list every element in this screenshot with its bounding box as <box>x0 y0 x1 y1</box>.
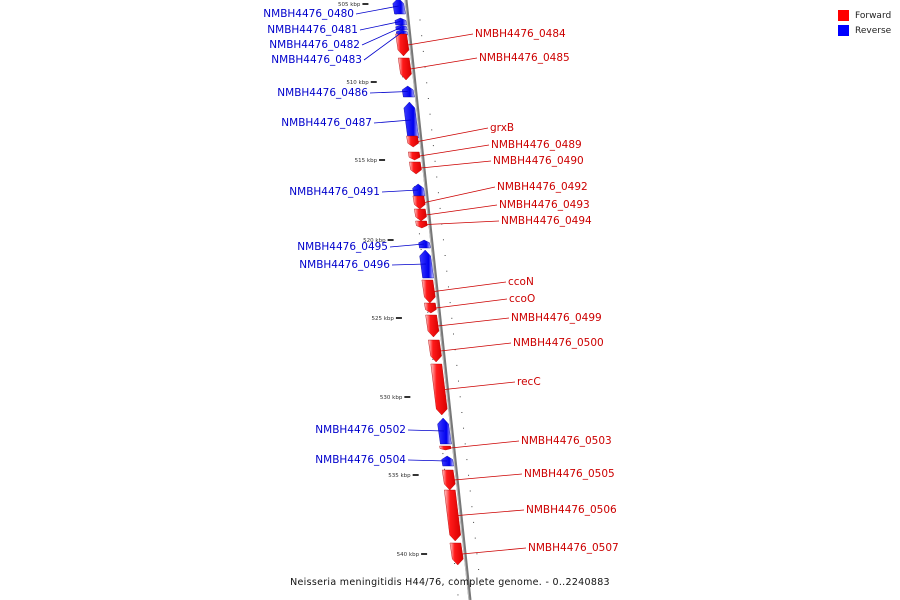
gene-label-NMBH4476_0482[interactable]: NMBH4476_0482 <box>269 39 360 51</box>
gene-label-NMBH4476_0503[interactable]: NMBH4476_0503 <box>521 435 612 447</box>
gene-label-NMBH4476_0491[interactable]: NMBH4476_0491 <box>289 186 380 198</box>
gene-label-grxB[interactable]: grxB <box>490 122 514 134</box>
gene-label-NMBH4476_0480[interactable]: NMBH4476_0480 <box>263 8 354 20</box>
legend-reverse-label: Reverse <box>855 25 892 36</box>
legend-forward-label: Forward <box>855 10 892 21</box>
gene-label-NMBH4476_0489[interactable]: NMBH4476_0489 <box>491 139 582 151</box>
gene-label-NMBH4476_0490[interactable]: NMBH4476_0490 <box>493 155 584 167</box>
gene-label-NMBH4476_0484[interactable]: NMBH4476_0484 <box>475 28 566 40</box>
gene-arrow-NMBH4476_0485[interactable] <box>397 57 412 81</box>
tick-label: 540 kbp <box>397 552 420 558</box>
gene-arrow-NMBH4476_0481[interactable] <box>394 17 407 26</box>
gene-label-NMBH4476_0481[interactable]: NMBH4476_0481 <box>267 24 358 36</box>
leader-line <box>444 381 516 390</box>
gene-arrow-ccoN[interactable] <box>421 279 436 304</box>
forward-swatch-icon <box>838 10 849 21</box>
leader-line <box>454 473 523 481</box>
gene-label-recC[interactable]: recC <box>517 376 541 388</box>
gene-arrow-NMBH4476_0499[interactable] <box>425 314 440 338</box>
leader-line <box>440 342 512 352</box>
gene-arrow-NMBH4476_0500[interactable] <box>428 339 442 363</box>
gene-label-NMBH4476_0500[interactable]: NMBH4476_0500 <box>513 337 604 349</box>
gene-arrow-NMBH4476_0493[interactable] <box>414 208 427 222</box>
leader-line <box>407 33 474 46</box>
leader-line <box>425 204 498 216</box>
gene-arrow-NMBH4476_0495[interactable] <box>418 239 431 249</box>
gene-label-NMBH4476_0483[interactable]: NMBH4476_0483 <box>271 54 362 66</box>
gene-arrow-grxB[interactable] <box>406 135 419 148</box>
tick-label: 520 kbp <box>363 238 386 244</box>
tick-label: 510 kbp <box>346 80 369 86</box>
gene-label-NMBH4476_0496[interactable]: NMBH4476_0496 <box>299 259 390 271</box>
gene-arrow-NMBH4476_0489[interactable] <box>407 151 421 161</box>
leader-line <box>434 281 507 292</box>
gene-arrow-NMBH4476_0494[interactable] <box>415 220 428 229</box>
leader-line <box>410 57 478 70</box>
leader-line <box>419 144 490 157</box>
gene-arrow-ccoO[interactable] <box>424 302 437 314</box>
tick-label: 535 kbp <box>388 473 411 479</box>
tick-label: 530 kbp <box>380 395 403 401</box>
gene-arrow-NMBH4476_0502[interactable] <box>437 417 452 445</box>
gene-label-NMBH4476_0495[interactable]: NMBH4476_0495 <box>297 241 388 253</box>
gene-arrow-NMBH4476_0486[interactable] <box>401 85 415 98</box>
backbone-highlight <box>404 0 470 600</box>
gene-label-ccoN[interactable]: ccoN <box>508 276 534 288</box>
legend-reverse: Reverse <box>838 23 891 38</box>
genome-caption: Neisseria meningitidis H44/76, complete … <box>290 577 610 588</box>
leader-line <box>457 509 525 516</box>
leader-line <box>424 186 496 203</box>
gene-arrow-recC[interactable] <box>430 363 448 416</box>
gene-arrow-NMBH4476_0480[interactable] <box>392 0 406 15</box>
gene-label-NMBH4476_0505[interactable]: NMBH4476_0505 <box>524 468 615 480</box>
leader-line <box>373 119 411 124</box>
leader-line <box>418 127 489 142</box>
gene-label-NMBH4476_0494[interactable]: NMBH4476_0494 <box>501 215 592 227</box>
backbone <box>404 0 472 600</box>
gene-label-NMBH4476_0506[interactable]: NMBH4476_0506 <box>526 504 617 516</box>
legend-forward: Forward <box>838 8 891 23</box>
leader-line <box>381 189 419 193</box>
leader-line <box>359 21 401 31</box>
gene-arrow-NMBH4476_0490[interactable] <box>409 161 422 175</box>
leader-line <box>389 243 425 248</box>
leader-line <box>462 547 527 555</box>
gene-arrow-NMBH4476_0504[interactable] <box>441 455 454 467</box>
legend: Forward Reverse <box>838 8 891 38</box>
leader-line <box>426 220 500 225</box>
tick-label: 505 kbp <box>338 2 361 8</box>
gene-label-ccoO[interactable]: ccoO <box>509 293 535 305</box>
reverse-swatch-icon <box>838 25 849 36</box>
gene-arrow-NMBH4476_0506[interactable] <box>444 489 461 542</box>
leader-line <box>363 32 402 61</box>
leader-line <box>437 317 510 327</box>
leader-line <box>420 160 492 169</box>
gene-label-NMBH4476_0487[interactable]: NMBH4476_0487 <box>281 117 372 129</box>
gene-label-NMBH4476_0504[interactable]: NMBH4476_0504 <box>315 454 406 466</box>
gene-arrow-NMBH4476_0496[interactable] <box>419 249 434 279</box>
leader-line <box>450 440 520 449</box>
gene-arrow-NMBH4476_0507[interactable] <box>449 542 464 566</box>
gene-label-NMBH4476_0502[interactable]: NMBH4476_0502 <box>315 424 406 436</box>
gene-arrow-NMBH4476_0505[interactable] <box>441 469 456 491</box>
tick-label: 525 kbp <box>371 316 394 322</box>
tick-label: 515 kbp <box>355 158 378 164</box>
gene-arrow-NMBH4476_0492[interactable] <box>412 195 426 210</box>
gene-label-NMBH4476_0493[interactable]: NMBH4476_0493 <box>499 199 590 211</box>
gene-arrow-NMBH4476_0484[interactable] <box>395 33 410 57</box>
leader-line <box>361 27 402 46</box>
gene-label-NMBH4476_0486[interactable]: NMBH4476_0486 <box>277 87 368 99</box>
gene-arrow-NMBH4476_0503[interactable] <box>439 445 452 451</box>
gene-label-NMBH4476_0492[interactable]: NMBH4476_0492 <box>497 181 588 193</box>
leader-line <box>355 5 399 15</box>
leader-line <box>407 429 444 432</box>
gene-label-NMBH4476_0499[interactable]: NMBH4476_0499 <box>511 312 602 324</box>
leader-line <box>369 91 408 94</box>
leader-line <box>407 459 448 462</box>
gene-label-NMBH4476_0507[interactable]: NMBH4476_0507 <box>528 542 619 554</box>
gene-label-NMBH4476_0485[interactable]: NMBH4476_0485 <box>479 52 570 64</box>
leader-line <box>391 263 427 266</box>
leader-line <box>435 298 508 309</box>
